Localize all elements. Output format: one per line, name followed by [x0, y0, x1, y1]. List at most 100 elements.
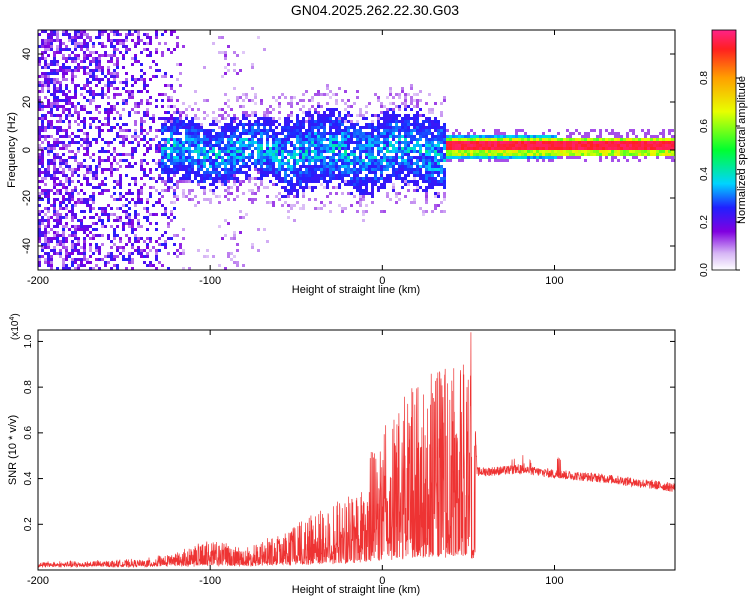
heatmap-cell: [473, 150, 476, 153]
heatmap-cell: [302, 195, 305, 198]
heatmap-cell: [167, 117, 170, 120]
heatmap-cell: [59, 117, 62, 120]
heatmap-cell: [332, 141, 335, 144]
heatmap-cell: [410, 159, 413, 162]
heatmap-cell: [128, 162, 131, 165]
heatmap-cell: [38, 231, 41, 234]
heatmap-cell: [377, 186, 380, 189]
heatmap-cell: [86, 198, 89, 201]
heatmap-cell: [455, 147, 458, 150]
heatmap-cell: [245, 144, 248, 147]
heatmap-cell: [446, 150, 449, 153]
heatmap-cell: [524, 144, 527, 147]
heatmap-cell: [269, 168, 272, 171]
heatmap-cell: [65, 93, 68, 96]
heatmap-cell: [350, 150, 353, 153]
heatmap-cell: [215, 153, 218, 156]
heatmap-cell: [116, 249, 119, 252]
heatmap-cell: [191, 120, 194, 123]
heatmap-cell: [71, 138, 74, 141]
heatmap-cell: [56, 189, 59, 192]
heatmap-cell: [110, 174, 113, 177]
heatmap-cell: [107, 60, 110, 63]
heatmap-cell: [131, 96, 134, 99]
heatmap-cell: [62, 243, 65, 246]
heatmap-cell: [332, 132, 335, 135]
heatmap-cell: [344, 132, 347, 135]
heatmap-cell: [101, 147, 104, 150]
heatmap-cell: [158, 174, 161, 177]
heatmap-cell: [119, 141, 122, 144]
heatmap-cell: [284, 156, 287, 159]
heatmap-cell: [47, 165, 50, 168]
heatmap-cell: [206, 135, 209, 138]
heatmap-cell: [296, 183, 299, 186]
heatmap-cell: [185, 141, 188, 144]
heatmap-cell: [233, 261, 236, 264]
heatmap-cell: [236, 117, 239, 120]
heatmap-cell: [257, 171, 260, 174]
heatmap-cell: [410, 162, 413, 165]
heatmap-cell: [293, 165, 296, 168]
heatmap-cell: [293, 171, 296, 174]
heatmap-cell: [404, 120, 407, 123]
heatmap-cell: [167, 141, 170, 144]
heatmap-cell: [98, 258, 101, 261]
heatmap-cell: [401, 117, 404, 120]
heatmap-cell: [59, 120, 62, 123]
heatmap-cell: [155, 69, 158, 72]
heatmap-cell: [92, 42, 95, 45]
heatmap-cell: [359, 138, 362, 141]
heatmap-cell: [266, 168, 269, 171]
heatmap-cell: [59, 126, 62, 129]
heatmap-cell: [365, 192, 368, 195]
heatmap-cell: [113, 117, 116, 120]
heatmap-cell: [305, 186, 308, 189]
heatmap-cell: [44, 135, 47, 138]
heatmap-cell: [503, 150, 506, 153]
heatmap-cell: [80, 228, 83, 231]
heatmap-cell: [44, 57, 47, 60]
heatmap-cell: [386, 144, 389, 147]
heatmap-cell: [71, 246, 74, 249]
heatmap-cell: [68, 177, 71, 180]
heatmap-cell: [65, 102, 68, 105]
heatmap-cell: [164, 75, 167, 78]
heatmap-cell: [209, 162, 212, 165]
heatmap-cell: [500, 135, 503, 138]
heatmap-cell: [140, 192, 143, 195]
heatmap-cell: [395, 195, 398, 198]
heatmap-cell: [254, 168, 257, 171]
heatmap-cell: [47, 78, 50, 81]
heatmap-cell: [161, 138, 164, 141]
heatmap-cell: [65, 264, 68, 267]
heatmap-cell: [476, 153, 479, 156]
heatmap-cell: [404, 180, 407, 183]
heatmap-cell: [62, 246, 65, 249]
heatmap-cell: [326, 132, 329, 135]
heatmap-cell: [395, 120, 398, 123]
heatmap-cell: [347, 120, 350, 123]
heatmap-cell: [374, 129, 377, 132]
heatmap-cell: [215, 120, 218, 123]
heatmap-cell: [635, 147, 638, 150]
heatmap-cell: [536, 147, 539, 150]
heatmap-cell: [65, 162, 68, 165]
heatmap-cell: [122, 45, 125, 48]
heatmap-cell: [146, 111, 149, 114]
heatmap-cell: [152, 75, 155, 78]
heatmap-cell: [386, 126, 389, 129]
heatmap-cell: [86, 54, 89, 57]
heatmap-cell: [329, 162, 332, 165]
heatmap-cell: [386, 111, 389, 114]
heatmap-cell: [296, 117, 299, 120]
heatmap-cell: [83, 210, 86, 213]
heatmap-cell: [119, 240, 122, 243]
heatmap-cell: [317, 150, 320, 153]
heatmap-cell: [440, 153, 443, 156]
heatmap-cell: [335, 192, 338, 195]
heatmap-cell: [209, 123, 212, 126]
heatmap-cell: [242, 150, 245, 153]
heatmap-cell: [344, 165, 347, 168]
heatmap-cell: [44, 213, 47, 216]
